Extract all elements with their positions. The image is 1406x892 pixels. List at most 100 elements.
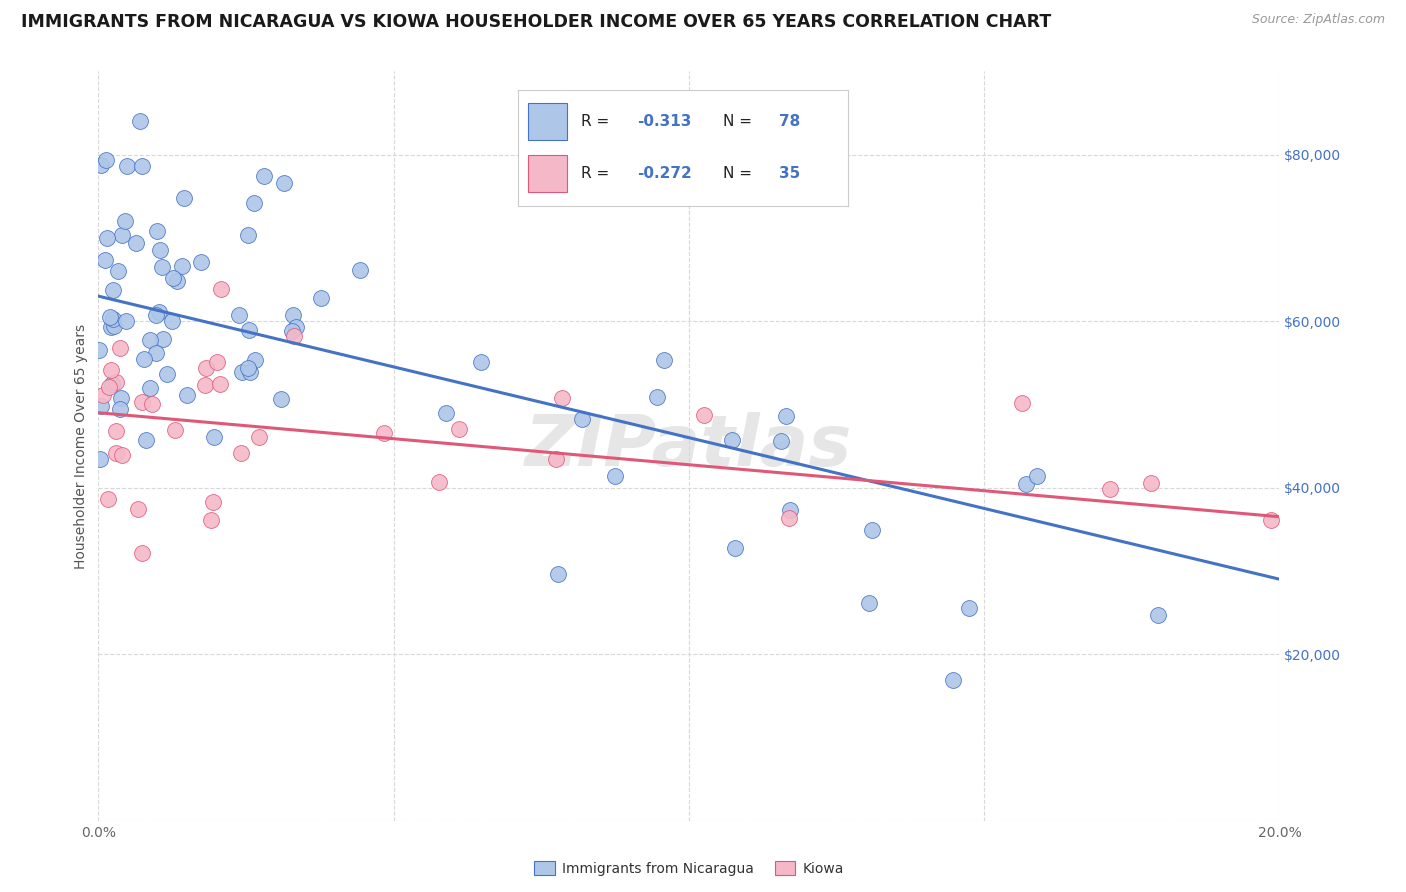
Point [134,352,156,367]
Point [93,388,115,402]
Point [96,231,118,245]
Point [108,402,131,417]
Point [162,271,184,285]
Point [205,355,228,369]
Point [117,159,139,173]
Point [1140,476,1163,491]
Point [1011,396,1033,410]
Point [283,309,305,323]
Point [247,430,270,444]
Point [309,291,332,305]
Point [209,377,232,392]
Point [858,596,880,610]
Point [209,282,232,296]
Point [105,375,128,389]
Point [125,236,148,251]
Point [90,399,112,413]
Point [243,195,266,210]
Point [202,495,225,509]
Point [152,332,174,346]
Point [110,391,132,405]
Point [243,353,266,368]
Point [775,409,797,424]
Point [129,114,152,128]
Point [98,310,121,324]
Point [551,391,574,405]
Point [273,177,295,191]
Point [546,452,568,467]
Point [285,319,308,334]
Point [103,318,125,333]
Point [942,673,965,687]
Point [166,274,188,288]
Point [957,600,980,615]
Point [89,343,111,358]
Point [156,368,179,382]
Point [645,390,668,404]
Point [139,333,162,347]
Point [200,513,222,527]
Point [194,378,217,392]
Point [114,213,136,227]
Point [231,366,253,380]
Point [190,255,212,269]
Point [104,446,127,460]
Point [202,430,225,444]
Point [131,160,153,174]
Point [349,263,371,277]
Point [571,412,593,426]
Point [141,396,163,410]
Point [173,191,195,205]
Point [280,324,302,338]
Point [90,158,112,172]
Point [238,323,260,337]
Point [238,360,260,375]
Point [100,376,122,391]
Point [547,567,569,582]
Point [1015,477,1038,491]
Point [100,319,122,334]
Point [770,434,793,448]
Point [98,379,121,393]
Point [131,394,153,409]
Point [131,546,153,560]
Point [603,469,626,483]
Point [229,445,252,459]
Point [652,353,675,368]
Text: Source: ZipAtlas.com: Source: ZipAtlas.com [1251,13,1385,27]
Point [101,312,124,326]
Point [127,502,149,516]
Point [228,309,250,323]
Point [170,259,193,273]
Point [105,424,128,438]
Point [434,406,457,420]
Point [470,355,492,369]
Point [138,380,160,394]
Point [135,433,157,447]
Point [149,243,172,257]
Point [724,541,747,555]
Point [1146,608,1168,623]
Point [115,314,138,328]
Point [145,346,167,360]
Text: ZIPatlas: ZIPatlas [526,411,852,481]
Point [860,523,883,537]
Point [236,228,259,243]
Point [93,252,115,267]
Point [693,408,716,422]
Point [270,392,292,407]
Point [145,308,167,322]
Point [97,491,120,506]
Point [108,341,131,355]
Point [89,452,111,467]
Point [163,423,186,437]
Point [176,388,198,402]
Y-axis label: Householder Income Over 65 years: Householder Income Over 65 years [75,324,89,568]
Point [778,511,800,525]
Point [103,283,125,297]
Point [162,314,184,328]
Point [449,422,471,436]
Point [148,304,170,318]
Point [239,365,262,379]
Point [1260,513,1282,527]
